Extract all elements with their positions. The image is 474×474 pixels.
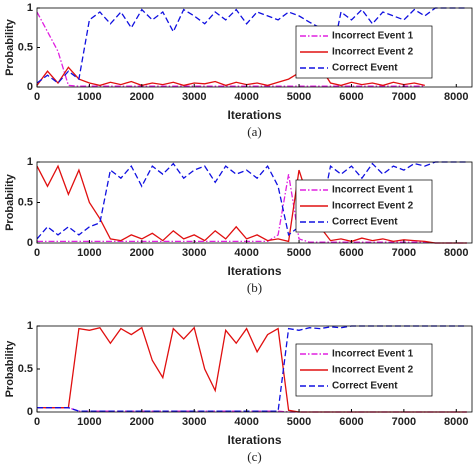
x-tick-label: 2000 <box>130 416 154 428</box>
y-axis-label: Probability <box>4 18 16 76</box>
chart-panel: 0 1000 2000 3000 4000 5000 6000 7000 8000 0 0.5 1 It… <box>4 156 473 295</box>
x-tick-label: 5000 <box>287 247 311 259</box>
y-axis-label: Probability <box>4 173 16 231</box>
y-tick-label: 1 <box>27 156 33 168</box>
y-tick-label: 0 <box>27 237 33 249</box>
x-axis-label: Iterations <box>227 264 281 278</box>
legend-label: Incorrect Event 1 <box>332 349 414 360</box>
x-tick-label: 8000 <box>444 416 468 428</box>
legend-label: Correct Event <box>332 63 398 74</box>
chart-panel: 0 1000 2000 3000 4000 5000 6000 7000 8000 0 0.5 1 It… <box>4 2 473 139</box>
x-tick-label: 7000 <box>392 247 416 259</box>
y-tick-label: 0 <box>27 81 33 93</box>
x-axis-label: Iterations <box>227 108 281 122</box>
x-tick-label: 2000 <box>130 247 154 259</box>
legend-label: Incorrect Event 1 <box>332 185 414 196</box>
x-tick-label: 3000 <box>182 416 206 428</box>
caption: (b) <box>247 280 262 295</box>
x-tick-label: 1000 <box>77 247 101 259</box>
y-tick-label: 0.5 <box>18 41 33 53</box>
series-line <box>37 65 425 87</box>
legend-label: Correct Event <box>332 381 398 392</box>
x-tick-label: 6000 <box>339 247 363 259</box>
x-tick-label: 4000 <box>234 91 258 103</box>
x-tick-label: 5000 <box>287 416 311 428</box>
caption: (c) <box>247 449 261 464</box>
legend-label: Correct Event <box>332 217 398 228</box>
x-tick-label: 0 <box>34 416 40 428</box>
legend-label: Incorrect Event 2 <box>332 201 414 212</box>
x-tick-label: 0 <box>34 91 40 103</box>
x-tick-label: 8000 <box>444 247 468 259</box>
x-tick-label: 3000 <box>182 247 206 259</box>
series-line <box>37 164 467 244</box>
y-tick-label: 1 <box>27 320 33 332</box>
x-tick-label: 1000 <box>77 416 101 428</box>
x-tick-label: 2000 <box>130 91 154 103</box>
y-tick-label: 0.5 <box>18 196 33 208</box>
y-tick-label: 0 <box>27 406 33 418</box>
x-axis-label: Iterations <box>227 433 281 447</box>
caption: (a) <box>247 124 261 139</box>
x-tick-label: 7000 <box>392 91 416 103</box>
y-tick-label: 1 <box>27 2 33 14</box>
y-tick-label: 0.5 <box>18 363 33 375</box>
x-tick-label: 5000 <box>287 91 311 103</box>
x-tick-label: 7000 <box>392 416 416 428</box>
chart-panel: 0 1000 2000 3000 4000 5000 6000 7000 8000 0 0.5 1 It… <box>4 320 473 464</box>
x-tick-label: 8000 <box>444 91 468 103</box>
series-line <box>37 161 467 240</box>
x-tick-label: 6000 <box>339 416 363 428</box>
x-tick-label: 0 <box>34 247 40 259</box>
x-tick-label: 4000 <box>234 416 258 428</box>
x-tick-label: 1000 <box>77 91 101 103</box>
series-line <box>37 11 425 87</box>
legend-label: Incorrect Event 2 <box>332 47 414 58</box>
x-tick-label: 4000 <box>234 247 258 259</box>
legend-label: Incorrect Event 1 <box>332 31 414 42</box>
y-axis-label: Probability <box>4 340 16 398</box>
x-tick-label: 3000 <box>182 91 206 103</box>
x-tick-label: 6000 <box>339 91 363 103</box>
series-line <box>37 174 467 244</box>
legend-label: Incorrect Event 2 <box>332 365 414 376</box>
